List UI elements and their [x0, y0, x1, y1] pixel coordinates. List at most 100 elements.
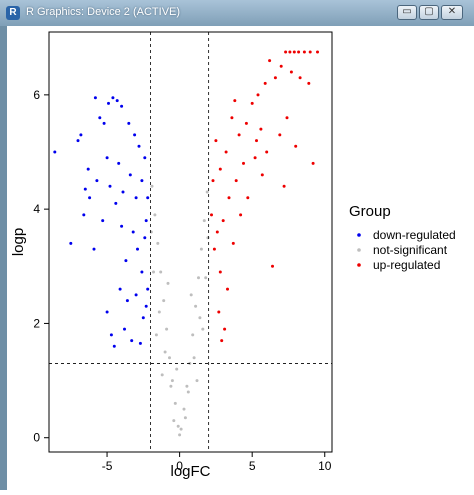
- title-bar[interactable]: R R Graphics: Device 2 (ACTIVE) ▭ ▢ ✕: [0, 0, 474, 26]
- up-regulated-point: [255, 139, 258, 143]
- up-regulated-point: [278, 133, 282, 137]
- up-regulated-point: [282, 184, 286, 188]
- up-regulated-point: [279, 64, 283, 68]
- up-regulated-point: [223, 327, 227, 331]
- up-regulated-point: [218, 270, 222, 274]
- down-regulated-point: [102, 121, 106, 125]
- legend: Group down-regulatednot-significantup-re…: [349, 203, 456, 272]
- up-regulated-point: [239, 213, 243, 217]
- not-significant-point: [192, 356, 196, 360]
- down-regulated-point: [69, 241, 73, 245]
- not-significant-point: [173, 401, 177, 405]
- up-regulated-point: [268, 59, 272, 63]
- close-button[interactable]: ✕: [441, 5, 463, 20]
- down-regulated-point: [133, 133, 137, 137]
- legend-entry-label: up-regulated: [373, 258, 440, 272]
- up-regulated-point: [284, 50, 288, 54]
- up-regulated-point: [273, 76, 277, 80]
- not-significant-point: [153, 213, 157, 217]
- not-significant-point: [195, 379, 199, 383]
- window-title: R Graphics: Device 2 (ACTIVE): [26, 6, 181, 18]
- not-significant-point: [199, 247, 203, 251]
- up-regulated-point: [217, 310, 221, 314]
- down-regulated-point: [134, 293, 138, 297]
- down-regulated-point: [120, 104, 124, 108]
- legend-entry-label: down-regulated: [373, 228, 456, 242]
- not-significant-point: [172, 419, 176, 423]
- up-regulated-point: [250, 101, 254, 105]
- not-significant-point: [191, 333, 195, 337]
- not-significant-point: [150, 184, 154, 188]
- not-significant-point: [170, 379, 174, 383]
- not-significant-point: [197, 276, 200, 280]
- not-significant-point: [185, 384, 189, 388]
- up-regulated-point: [256, 93, 260, 97]
- legend-entry-label: not-significant: [373, 243, 448, 257]
- down-regulated-point: [108, 184, 112, 188]
- not-significant-point: [183, 416, 187, 420]
- up-regulated-point: [224, 150, 228, 154]
- up-regulated-point: [263, 81, 267, 85]
- not-significant-point: [162, 299, 166, 303]
- up-regulated-point: [212, 247, 216, 251]
- up-regulated-point: [233, 99, 237, 103]
- down-regulated-point: [120, 224, 124, 228]
- down-regulated-point: [123, 327, 126, 331]
- not-significant-point: [182, 407, 186, 411]
- down-regulated-point: [107, 101, 110, 105]
- not-significant-point: [186, 390, 190, 394]
- x-axis-label: logFC: [170, 463, 210, 480]
- not-significant-point: [159, 270, 163, 274]
- maximize-button[interactable]: ▢: [419, 5, 439, 20]
- not-significant-point: [204, 276, 208, 280]
- not-significant-point: [189, 293, 193, 297]
- down-regulated-point: [76, 139, 80, 143]
- down-regulated-point: [117, 161, 121, 165]
- not-significant-point: [160, 373, 164, 377]
- y-tick-label: 0: [33, 431, 40, 445]
- up-regulated-point: [253, 156, 257, 160]
- up-regulated-legend-key: [357, 263, 361, 267]
- down-regulated-point: [88, 196, 92, 200]
- not-significant-point: [168, 356, 171, 360]
- axes: -5 0 5 10 0 2 4 6: [33, 88, 331, 473]
- down-regulated-point: [53, 150, 57, 154]
- not-significant-point: [156, 241, 160, 245]
- up-regulated-point: [210, 213, 213, 217]
- up-regulated-point: [297, 50, 301, 54]
- down-regulated-point: [82, 213, 86, 217]
- up-regulated-point: [237, 133, 241, 137]
- down-regulated-point: [146, 196, 150, 200]
- minimize-button[interactable]: ▭: [397, 5, 417, 20]
- not-significant-point: [154, 333, 158, 337]
- not-significant-point: [205, 190, 209, 194]
- down-regulated-point: [79, 133, 83, 137]
- y-tick-label: 2: [33, 316, 40, 330]
- down-regulated-point: [144, 219, 148, 223]
- down-regulated-point: [101, 219, 105, 223]
- x-tick-label: 0: [176, 459, 183, 473]
- up-regulated-point: [218, 167, 222, 171]
- down-regulated-point: [98, 116, 102, 120]
- down-regulated-point: [140, 270, 144, 274]
- down-regulated-point: [136, 247, 139, 251]
- up-regulated-point: [246, 196, 250, 200]
- not-significant-point: [169, 384, 173, 388]
- down-regulated-point: [83, 187, 87, 191]
- down-regulated-point: [95, 179, 99, 183]
- up-regulated-point: [271, 264, 274, 268]
- up-regulated-point: [230, 116, 234, 120]
- not-significant-point: [202, 219, 206, 223]
- down-regulated-point: [115, 99, 119, 103]
- up-regulated-point: [308, 50, 312, 54]
- down-regulated-point: [121, 190, 125, 194]
- down-regulated-point: [127, 121, 131, 125]
- up-regulated-point: [307, 81, 311, 85]
- down-regulated-point: [125, 299, 129, 303]
- down-regulated-point: [92, 247, 96, 251]
- down-regulated-point: [143, 236, 147, 240]
- not-significant-point: [179, 427, 183, 431]
- up-regulated-point: [292, 50, 296, 54]
- down-regulated-point: [140, 179, 144, 183]
